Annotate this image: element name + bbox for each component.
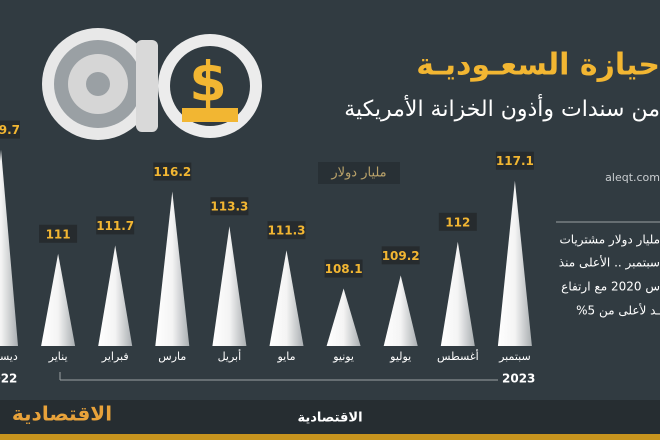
x-tick-label: يناير: [48, 350, 68, 363]
value-label: 111.7: [96, 219, 134, 233]
value-box: [39, 224, 78, 243]
spike: [98, 245, 133, 346]
value-box: [495, 151, 534, 170]
spike: [383, 275, 418, 346]
value-label: 112: [445, 215, 470, 229]
value-label: 117.1: [496, 154, 534, 168]
value-label: 109.2: [382, 249, 420, 263]
footer-logo: الاقتصادية: [297, 411, 362, 426]
spike: [269, 250, 304, 346]
spike: [0, 149, 18, 346]
value-box: [0, 120, 20, 139]
x-tick-label: ديسمبر: [0, 350, 18, 363]
note-line: مليار دولار مشتريات: [559, 233, 660, 248]
x-tick-label: سبتمبر: [498, 350, 531, 363]
value-box: [438, 212, 477, 231]
spike: [497, 180, 532, 346]
footer-band: [0, 400, 660, 440]
spike: [326, 288, 361, 346]
value-box: [153, 162, 192, 181]
value-label: 113.3: [210, 200, 248, 214]
spike: [41, 253, 76, 346]
svg-text:$: $: [189, 51, 227, 114]
spike: [155, 191, 190, 346]
value-label: 111: [46, 227, 71, 241]
value-box: [210, 197, 249, 216]
value-box: [324, 259, 363, 278]
year-label: 2022: [0, 372, 17, 386]
x-tick-label: مايو: [277, 350, 296, 363]
spike: [212, 226, 247, 346]
title: حيازة السعـوديـة: [416, 48, 660, 83]
x-tick-label: أبريل: [218, 349, 242, 363]
note-line: سبتمبر .. الأعلى منذ: [559, 255, 660, 271]
value-box: [381, 246, 420, 265]
note-line: س 2020 مع ارتفاع: [561, 280, 660, 295]
x-tick-label: يوليو: [389, 350, 411, 363]
year-label: 2023: [502, 372, 535, 386]
value-label: 108.1: [325, 262, 363, 276]
vault-icon: $: [42, 28, 262, 140]
value-box: [96, 216, 135, 235]
unit: مليار دولار: [330, 166, 386, 181]
value-label: 116.2: [153, 165, 191, 179]
x-tick-label: يونيو: [332, 350, 354, 363]
footer-stripe: [0, 434, 660, 440]
x-tick-label: مارس: [158, 350, 186, 363]
footer-logo: الاقتصادية: [12, 402, 112, 426]
unit-box: [318, 162, 400, 184]
subtitle: من سندات وأذون الخزانة الأمريكية: [344, 94, 660, 122]
source: aleqt.com: [605, 171, 660, 184]
x-tick-label: فبراير: [101, 350, 129, 363]
value-box: [267, 221, 306, 240]
value-label: 119.7: [0, 123, 20, 137]
spike: [440, 241, 475, 346]
value-label: 111.3: [268, 224, 306, 238]
note-line: ـد لأعلى من 5%: [576, 303, 660, 319]
x-tick-label: أغسطس: [437, 349, 479, 363]
